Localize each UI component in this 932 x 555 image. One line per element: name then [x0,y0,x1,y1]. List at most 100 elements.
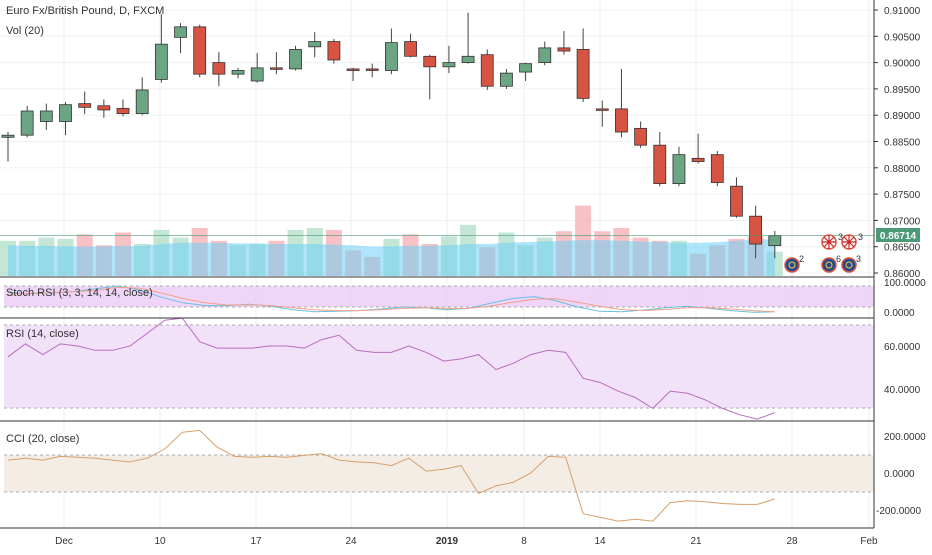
candle-body [365,68,379,71]
stoch-rsi-pane: Stoch RSI (3, 3, 14, 14, close) 100.0000… [4,278,926,319]
candle-body [269,67,283,70]
price-tick-label: 0.89500 [884,85,921,96]
candle-body [327,41,341,61]
candle-body [672,154,686,184]
price-tick-label: 0.88000 [884,164,921,175]
event-flag-eu-1[interactable]: 2 [784,254,804,273]
candle-body [116,107,130,115]
candle-body [557,47,571,52]
time-tick-label: 14 [594,536,606,547]
volume-layer [0,205,783,276]
cci-tick-0: 0.0000 [884,469,915,480]
price-tick-label: 0.91000 [884,6,921,17]
candle-body [691,157,705,162]
last-price-value: 0.86714 [880,231,917,242]
chart-title: Euro Fx/British Pound, D, FXCM [6,5,164,17]
candle-body [500,72,513,87]
stoch-tick-100: 100.0000 [884,278,926,289]
cci-tick-neg200: -200.0000 [876,506,921,517]
rsi-title: RSI (14, close) [6,328,79,340]
rsi-line [7,317,775,420]
stoch-d-line [7,286,775,313]
candle-body [289,49,302,70]
candle-body [39,110,53,122]
time-tick-label: Feb [860,536,878,547]
rsi-tick-40: 40.0000 [884,385,921,396]
time-tick-label: Dec [55,536,73,547]
last-price-tag: 0.86714 [876,228,920,242]
candle-body [346,68,360,71]
last-price-badge [876,228,920,242]
price-tick-label: 0.87000 [884,216,921,227]
price-tick-label: 0.89000 [884,111,921,122]
candle-body [1,134,15,138]
candle-body [174,26,187,38]
candle-body [193,26,207,75]
candle-layer [1,12,782,259]
price-axis: 0.91000 0.90500 0.90000 0.89500 0.89000 0.885… [874,6,921,280]
rsi-tick-60: 60.0000 [884,342,921,353]
event-flag-eu-3[interactable]: 3 [841,254,861,273]
cci-tick-200: 200.0000 [884,432,926,443]
cci-line [7,429,775,522]
candle-body [78,103,92,108]
rsi-pane: RSI (14, close) 60.0000 40.0000 [4,317,921,420]
candle-body [653,144,667,184]
candle-body [730,185,743,217]
time-axis: Dec 10 17 24 2019 8 14 21 28 Feb [55,536,878,547]
cci-title: CCI (20, close) [6,433,79,445]
volume-label: Vol (20) [6,25,44,37]
price-tick-label: 0.87500 [884,190,921,201]
price-tick-label: 0.90500 [884,32,921,43]
time-tick-label: 8 [521,536,527,547]
candle-body [231,70,245,75]
candle-body [576,49,590,99]
time-tick-label: 17 [250,536,262,547]
candle-body [442,62,456,68]
candle-body [595,108,609,111]
candle-body [308,41,322,48]
candle-body [384,42,398,71]
svg-text:3: 3 [856,254,861,264]
event-icons: 3 3 2 6 3 [784,232,863,273]
candle-body [710,154,724,183]
svg-text:3: 3 [838,232,843,242]
candle-body [135,89,149,115]
event-flag-uk-2[interactable]: 3 [841,232,863,250]
candle-body [768,235,782,247]
time-tick-label: 24 [345,536,357,547]
price-tick-label: 0.88500 [884,138,921,149]
candle-body [404,41,417,57]
svg-text:2: 2 [799,254,804,264]
candle-body [20,110,34,136]
stoch-tick-0: 0.0000 [884,308,915,319]
event-flag-eu-2[interactable]: 6 [821,254,841,273]
price-tick-label: 0.86500 [884,243,921,254]
time-tick-label: 28 [786,536,798,547]
candle-body [212,62,226,75]
price-tick-label: 0.90000 [884,59,921,70]
candle-body [615,108,628,133]
candle-body [59,104,72,122]
candle-body [423,55,437,68]
time-tick-label: 21 [690,536,702,547]
price-tick-label: 0.86000 [884,269,921,280]
candle-body [749,215,763,245]
grid-lines [0,0,874,528]
svg-text:6: 6 [836,254,841,264]
stoch-rsi-title: Stoch RSI (3, 3, 14, 14, close) [6,287,153,299]
candle-body [519,63,532,73]
candle-body [250,67,264,82]
cci-pane: CCI (20, close) 200.0000 0.0000 -200.000… [4,429,926,522]
candle-body [634,127,648,146]
candle-body [97,105,111,111]
time-tick-label: 2019 [436,536,459,547]
time-tick-label: 10 [154,536,166,547]
candle-body [461,55,475,63]
stoch-k-line [7,285,775,313]
svg-text:3: 3 [858,232,863,242]
event-flag-uk-1[interactable]: 3 [821,232,843,250]
candle-body [154,43,168,80]
